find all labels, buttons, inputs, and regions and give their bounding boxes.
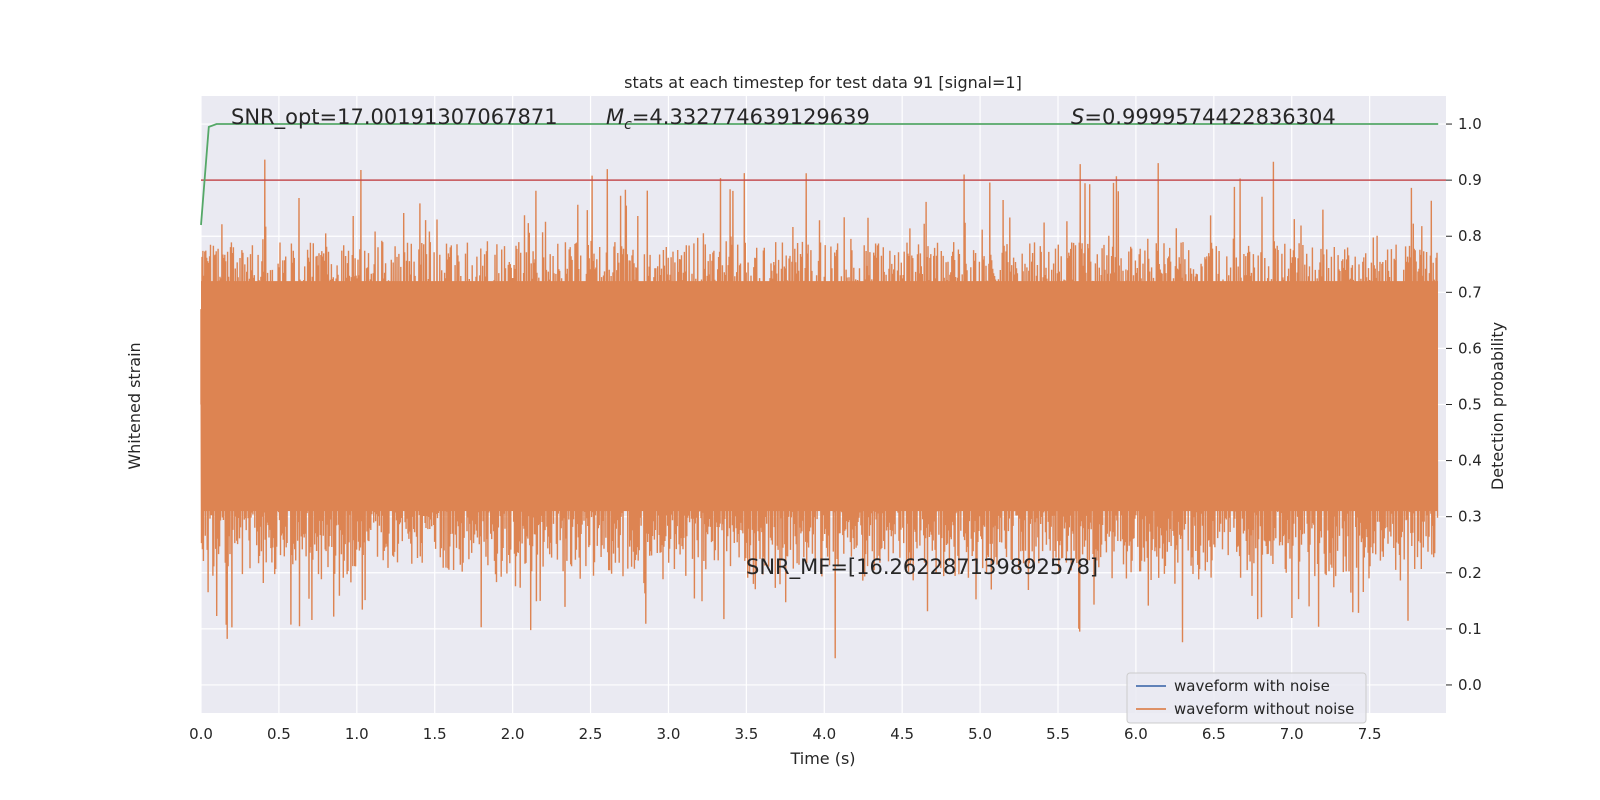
x-tick-label: 4.5 [890,725,914,743]
x-tick-label: 1.0 [345,725,369,743]
y-tick-label: 0.2 [1458,564,1482,582]
x-tick-label: 4.0 [812,725,836,743]
x-tick-label: 7.5 [1358,725,1382,743]
y-tick-label: 0.3 [1458,508,1482,526]
x-tick-label: 3.5 [734,725,758,743]
y-tick-label: 0.5 [1458,396,1482,414]
x-tick-label: 1.5 [423,725,447,743]
x-axis-label: Time (s) [789,749,855,768]
y-tick-label: 0.0 [1458,676,1482,694]
detection-probability-line [200,123,1439,226]
y-tick-label: 0.8 [1458,227,1482,245]
y-tick-label: 1.0 [1458,115,1482,133]
snr-opt-annotation: SNR_opt=17.00191307067871 [231,105,558,130]
y-tick-label: 0.7 [1458,283,1482,301]
x-tick-label: 5.5 [1046,725,1070,743]
legend-label-without-noise: waveform without noise [1174,700,1354,718]
chirp-mass-annotation: Mc=4.332774639129639 [606,105,870,133]
significance-symbol: S [1071,105,1084,129]
y-axis-left-label: Whitened strain [125,342,144,469]
significance-annotation: S=0.9999574422836304 [1071,105,1336,129]
y-tick-label: 0.1 [1458,620,1482,638]
snr-mf-annotation: SNR_MF=[16.262287139892578] [746,555,1098,580]
legend-label-with-noise: waveform with noise [1174,677,1330,695]
x-axis-ticks: 0.0 0.5 1.0 1.5 2.0 2.5 3.0 3.5 4.0 4.5 5.0 5.5 6.0 6… [189,725,1382,743]
y-tick-label: 0.6 [1458,339,1482,357]
x-tick-label: 0.5 [267,725,291,743]
x-tick-label: 5.0 [968,725,992,743]
chirp-mass-subscript: c [624,117,632,133]
x-tick-label: 2.0 [501,725,525,743]
x-tick-label: 2.5 [579,725,603,743]
legend-box [1126,672,1367,724]
chirp-mass-symbol: M [606,105,624,129]
waveform-without-noise-trace [200,159,1439,659]
chirp-mass-value: =4.332774639129639 [632,105,870,129]
y-axis-right-ticks: 0.0 0.1 0.2 0.3 0.4 0.5 0.6 0.7 0.8 0.9 1.0 [1446,115,1482,694]
y-axis-right-label: Detection probability [1488,322,1507,490]
x-tick-label: 6.0 [1124,725,1148,743]
legend: waveform with noise waveform without noi… [1126,672,1367,724]
x-tick-label: 7.0 [1280,725,1304,743]
x-tick-label: 6.5 [1202,725,1226,743]
y-tick-label: 0.4 [1458,452,1482,470]
x-tick-label: 0.0 [189,725,213,743]
chart-title: stats at each timestep for test data 91 … [624,73,1022,92]
waveform-dense-band [201,281,1438,512]
y-tick-label: 0.9 [1458,171,1482,189]
x-tick-label: 3.0 [657,725,681,743]
significance-value: =0.9999574422836304 [1084,105,1335,129]
